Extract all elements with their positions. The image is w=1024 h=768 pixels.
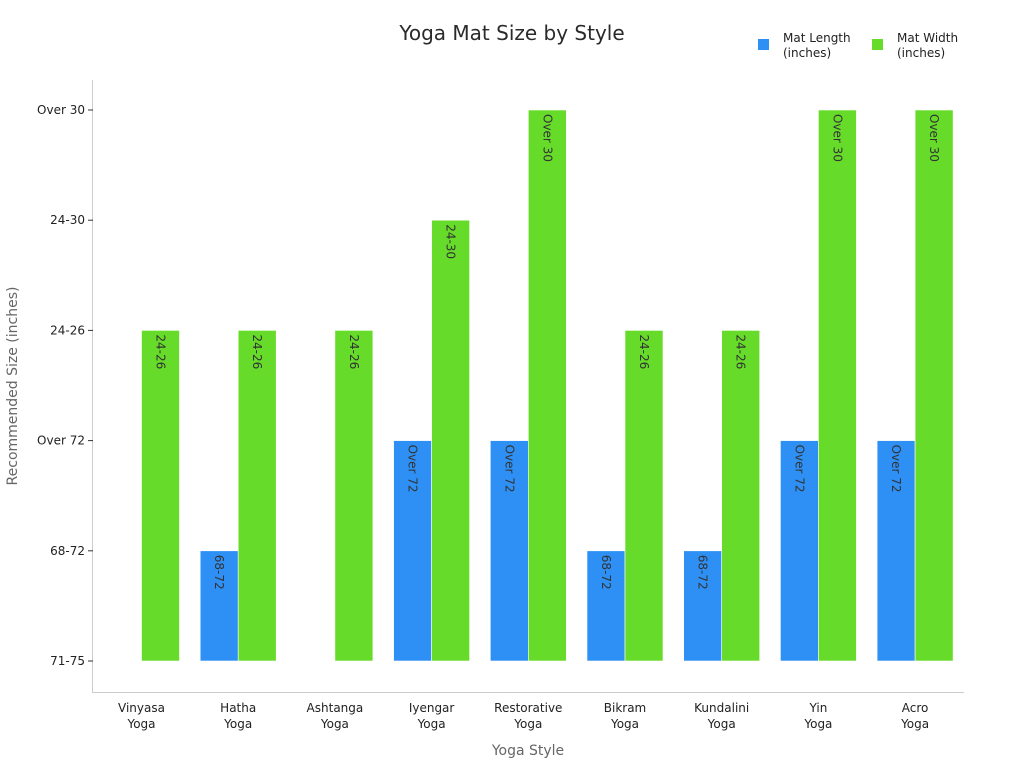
y-tick-label: 24-26 xyxy=(50,323,85,337)
bar-data-label: Over 30 xyxy=(540,114,554,162)
bar-mat-length xyxy=(489,440,529,662)
legend-label-width: Mat Width (inches) xyxy=(897,31,962,60)
bars: 68-72 Over 72 Over 72 68-72 68-72 Over 72 Over… xyxy=(141,109,954,662)
bar-data-label: Over 72 xyxy=(502,445,516,493)
y-tick-label: 68-72 xyxy=(50,544,85,558)
bar-mat-length xyxy=(876,440,916,662)
bar-data-label: 24-26 xyxy=(734,334,748,369)
x-tick-label: Restorative Yoga xyxy=(494,701,562,731)
y-tick-label: 24-30 xyxy=(50,213,85,227)
y-tick-label: 71-75 xyxy=(50,654,85,668)
bar-mat-width xyxy=(818,109,857,662)
bar-data-label: 24-26 xyxy=(637,334,651,369)
legend-swatch-length xyxy=(758,39,769,50)
bar-mat-width xyxy=(237,330,277,662)
bar-data-label: 24-26 xyxy=(347,334,361,369)
bar-mat-width xyxy=(141,330,180,662)
legend: Mat Length (inches) Mat Width (inches) xyxy=(758,31,962,60)
x-axis-title: Yoga Style xyxy=(491,743,564,759)
legend-label-length: Mat Length (inches) xyxy=(783,31,854,60)
bar-mat-width xyxy=(721,330,761,662)
bar-mat-width xyxy=(527,109,567,662)
bar-data-label: 68-72 xyxy=(212,555,226,590)
bar-mat-width xyxy=(624,330,664,662)
x-tick-label: Hatha Yoga xyxy=(220,701,256,731)
bar-mat-length xyxy=(780,440,819,662)
bar-mat-length xyxy=(393,440,432,662)
legend-swatch-width xyxy=(872,39,883,50)
bar-data-label: Over 30 xyxy=(927,114,941,162)
x-tick-label: Yin Yoga xyxy=(803,701,832,731)
x-tick-label: Bikram Yoga xyxy=(604,701,647,731)
bar-mat-width xyxy=(914,109,954,662)
bar-data-label: Over 72 xyxy=(889,445,903,493)
bar-data-label: Over 30 xyxy=(830,114,844,162)
bar-mat-length xyxy=(199,550,239,662)
x-tick-label: Iyengar Yoga xyxy=(409,701,455,731)
bar-data-label: Over 72 xyxy=(792,445,806,493)
bar-data-label: 68-72 xyxy=(696,555,710,590)
y-tick-label: Over 72 xyxy=(37,434,85,448)
bar-data-label: 24-30 xyxy=(444,224,458,259)
bar-mat-width xyxy=(431,219,470,662)
bar-data-label: 68-72 xyxy=(599,555,613,590)
bar-data-label: 24-26 xyxy=(154,334,168,369)
bar-mat-width xyxy=(334,330,374,662)
y-axis-title: Recommended Size (inches) xyxy=(5,287,21,486)
bar-data-label: 24-26 xyxy=(250,334,264,369)
x-tick-label: Ashtanga Yoga xyxy=(307,701,364,731)
x-axis-ticks: Vinyasa Yoga Hatha Yoga Ashtanga Yoga Iyengar Y… xyxy=(118,701,929,731)
x-tick-label: Vinyasa Yoga xyxy=(118,701,165,731)
chart-title: Yoga Mat Size by Style xyxy=(398,21,624,45)
y-axis-ticks: 71-75 68-72 Over 72 24-26 24-30 Over 30 xyxy=(37,103,93,668)
bar-data-label: Over 72 xyxy=(406,445,420,493)
y-tick-label: Over 30 xyxy=(37,103,85,117)
x-tick-label: Acro Yoga xyxy=(900,701,929,731)
x-tick-label: Kundalini Yoga xyxy=(694,701,749,731)
